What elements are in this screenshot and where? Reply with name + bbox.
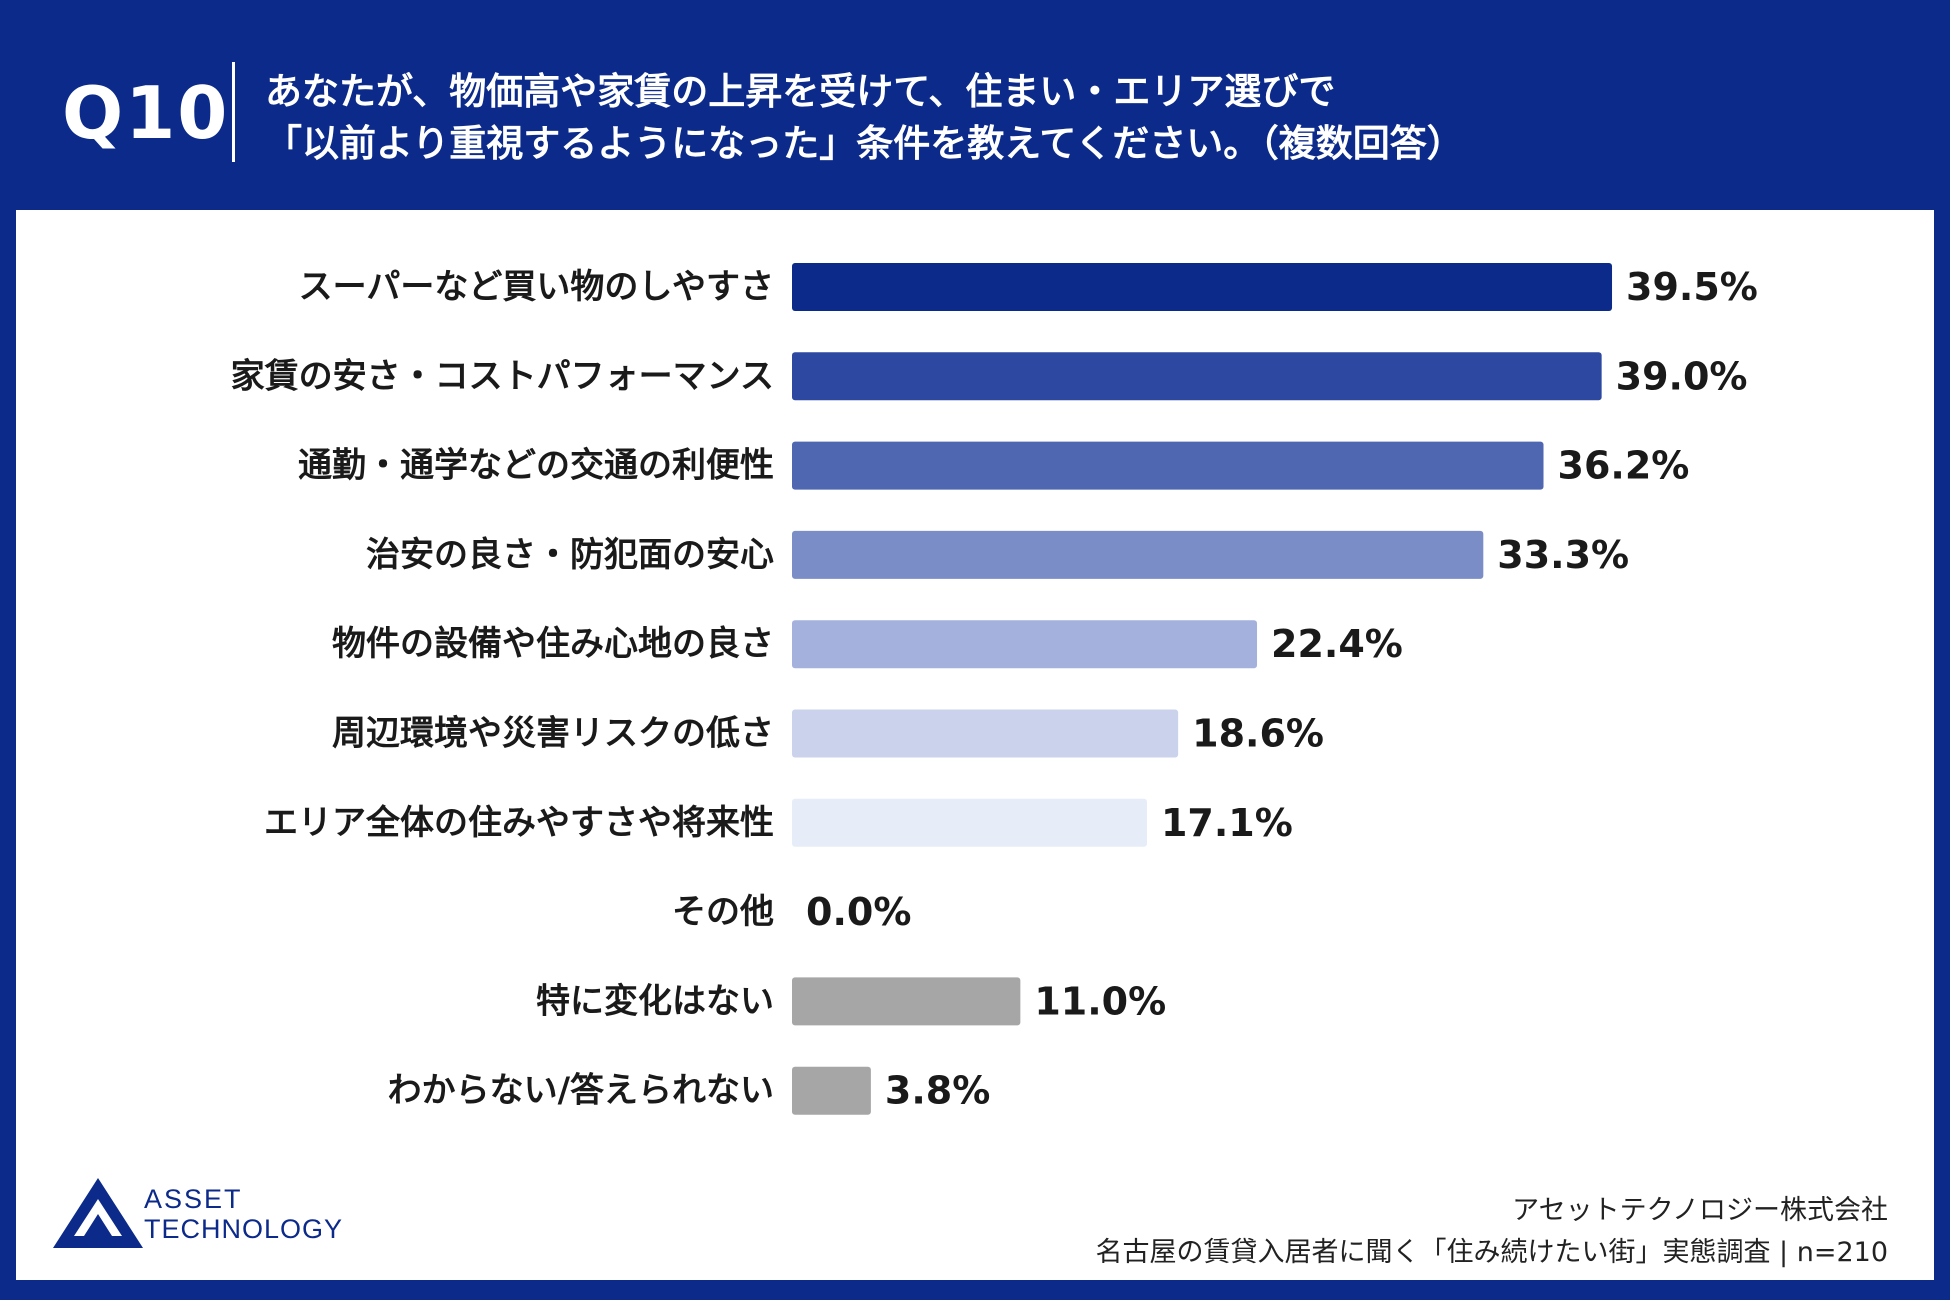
category-label: 家賃の安さ・コストパフォーマンス — [231, 356, 774, 396]
value-label: 3.8% — [885, 1069, 990, 1113]
header-divider — [232, 62, 235, 162]
logo-line-2: TECHNOLOGY — [144, 1214, 343, 1244]
footer-company: アセットテクノロジー株式会社 — [1512, 1195, 1888, 1226]
category-label: 物件の設備や住み心地の良さ — [332, 624, 774, 664]
category-label: その他 — [672, 892, 774, 932]
value-label: 39.5% — [1626, 265, 1758, 309]
category-label: 周辺環境や災害リスクの低さ — [332, 714, 774, 754]
bar — [792, 441, 1544, 490]
bar — [792, 620, 1258, 669]
question-number: Q10 — [62, 71, 230, 155]
value-label: 17.1% — [1161, 801, 1293, 845]
question-line-2: 「以前より重視するようになった」条件を教えてください。（複数回答） — [265, 122, 1464, 165]
chart-panel: スーパーなど買い物のしやすさ 39.5% 家賃の安さ・コストパフォーマンス 39.0%… — [16, 210, 1934, 1280]
category-label: 治安の良さ・防犯面の安心 — [366, 535, 774, 575]
company-logo: ASSET TECHNOLOGY — [53, 1178, 343, 1248]
logo-line-1: ASSET — [144, 1184, 243, 1214]
question-text: あなたが、物価高や家賃の上昇を受けて、住まい・エリア選びで 「以前より重視するよ… — [265, 66, 1464, 170]
footer-source: 名古屋の賃貸入居者に聞く「住み続けたい街」実態調査 | n=210 — [1095, 1237, 1888, 1268]
value-label: 11.0% — [1034, 979, 1166, 1023]
category-label: 特に変化はない — [536, 981, 774, 1021]
bar-chart: スーパーなど買い物のしやすさ 39.5% 家賃の安さ・コストパフォーマンス 39.0%… — [231, 263, 1758, 1115]
header: Q10 あなたが、物価高や家賃の上昇を受けて、住まい・エリア選びで 「以前より重… — [0, 0, 1950, 210]
bar — [792, 1066, 871, 1115]
value-label: 33.3% — [1497, 533, 1629, 577]
value-label: 22.4% — [1271, 622, 1403, 666]
value-label: 18.6% — [1192, 712, 1324, 756]
bar — [792, 263, 1613, 311]
category-label: 通勤・通学などの交通の利便性 — [298, 446, 774, 486]
question-line-1: あなたが、物価高や家賃の上昇を受けて、住まい・エリア選びで — [265, 70, 1336, 113]
bar — [792, 977, 1021, 1026]
category-label: スーパーなど買い物のしやすさ — [299, 267, 774, 307]
footer: アセットテクノロジー株式会社 名古屋の賃貸入居者に聞く「住み続けたい街」実態調査… — [1095, 1190, 1888, 1274]
value-label: 36.2% — [1558, 444, 1690, 488]
bar — [792, 530, 1484, 579]
bar — [792, 798, 1147, 847]
bar — [792, 709, 1179, 758]
category-label: わからない/答えられない — [388, 1071, 774, 1111]
category-label: エリア全体の住みやすさや将来性 — [264, 803, 774, 843]
bar — [792, 352, 1602, 401]
value-label: 39.0% — [1616, 354, 1748, 398]
value-label: 0.0% — [806, 890, 911, 934]
